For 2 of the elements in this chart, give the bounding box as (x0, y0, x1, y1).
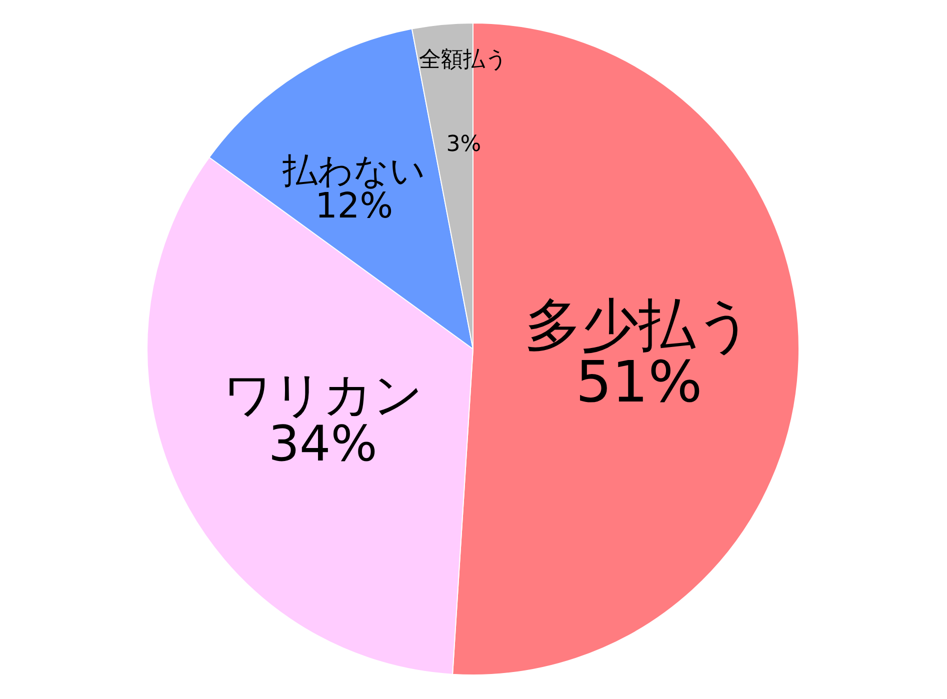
slice-label: 全額払う (419, 48, 508, 73)
data-label: 3% (446, 132, 482, 158)
